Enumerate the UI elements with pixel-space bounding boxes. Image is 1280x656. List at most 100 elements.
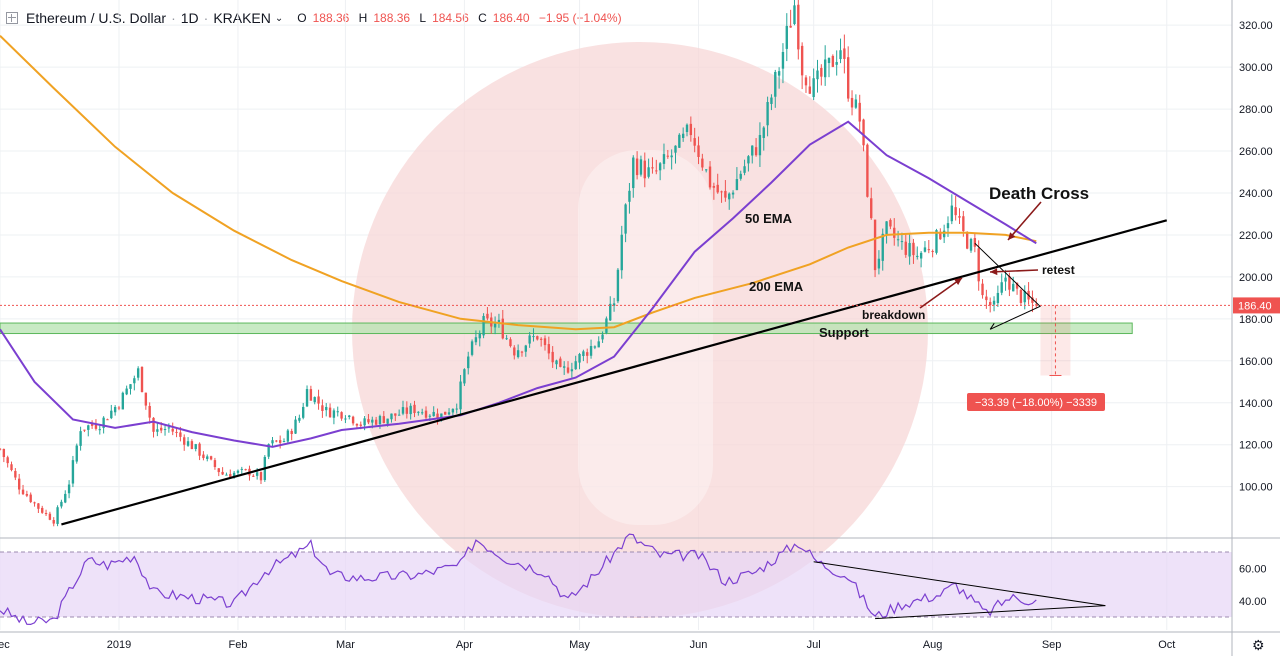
candle xyxy=(777,71,781,76)
candle xyxy=(981,283,984,296)
candle xyxy=(854,99,858,108)
close-value: 186.40 xyxy=(492,11,530,25)
candle xyxy=(1004,277,1007,282)
candle xyxy=(98,429,101,431)
candle xyxy=(754,147,758,156)
candle xyxy=(551,351,554,363)
candle xyxy=(1000,282,1003,293)
candle xyxy=(624,204,627,234)
candle xyxy=(459,381,462,410)
candle xyxy=(229,474,232,477)
candle xyxy=(371,419,374,423)
candle xyxy=(950,205,954,222)
candle xyxy=(908,243,911,257)
candle xyxy=(708,166,712,188)
candle xyxy=(302,406,305,418)
candle xyxy=(839,50,842,60)
x-tick-label: Dec xyxy=(0,639,10,651)
candle xyxy=(628,190,631,202)
candle xyxy=(969,238,973,251)
candle xyxy=(566,367,570,373)
ema50-line xyxy=(0,120,1037,448)
candle xyxy=(152,417,155,432)
ema50-label: 50 EMA xyxy=(745,211,793,226)
candle xyxy=(632,157,635,189)
candle xyxy=(463,369,466,384)
candle xyxy=(751,145,754,156)
candle xyxy=(923,247,927,252)
high-value: 188.36 xyxy=(373,11,411,25)
candle xyxy=(340,412,343,419)
candle xyxy=(593,346,597,348)
candle xyxy=(536,336,539,340)
candle xyxy=(482,315,485,336)
candle xyxy=(286,430,290,442)
candle xyxy=(90,424,94,426)
candle xyxy=(309,389,313,401)
candle xyxy=(762,127,765,138)
candle xyxy=(232,472,236,478)
candle xyxy=(516,350,520,358)
candle xyxy=(367,419,370,423)
candle xyxy=(405,407,409,414)
change-value: −1.95 (−1.04%) xyxy=(538,11,622,25)
candle xyxy=(156,429,159,432)
candle xyxy=(789,25,792,28)
ema200-label: 200 EMA xyxy=(749,279,804,294)
symbol-name[interactable]: Ethereum / U.S. Dollar xyxy=(26,10,167,26)
candle xyxy=(743,166,746,173)
triangle-pattern xyxy=(974,242,1041,330)
candle xyxy=(252,475,255,477)
interval[interactable]: 1D xyxy=(180,10,199,26)
candle xyxy=(509,339,512,347)
candle xyxy=(87,425,90,430)
candle xyxy=(417,411,420,413)
death-cross-arrow xyxy=(1007,201,1042,241)
candle xyxy=(79,431,82,446)
candle xyxy=(962,216,965,232)
candle xyxy=(820,67,823,77)
low-value: 184.56 xyxy=(432,11,469,25)
candle xyxy=(447,412,451,415)
candle xyxy=(747,156,750,164)
candle xyxy=(397,414,401,416)
candle xyxy=(989,301,992,306)
candle xyxy=(48,513,52,520)
candle xyxy=(413,404,416,414)
candle xyxy=(543,338,547,346)
chevron-down-icon[interactable]: ⌄ xyxy=(274,12,284,24)
candle xyxy=(881,233,884,261)
y-tick-label: 120.00 xyxy=(1239,440,1273,452)
candle xyxy=(355,423,359,426)
candle xyxy=(71,460,75,484)
add-symbol-icon[interactable] xyxy=(6,12,18,24)
candle xyxy=(328,407,332,418)
death-cross-label: Death Cross xyxy=(989,184,1089,203)
candle xyxy=(570,369,574,372)
candle xyxy=(935,230,938,253)
candle xyxy=(739,173,742,179)
settings-gear-icon[interactable]: ⚙ xyxy=(1252,637,1265,653)
candle xyxy=(244,469,247,471)
candle xyxy=(14,470,17,478)
ohlc-readout: O 188.36 H 188.36 L 184.56 C 186.40 −1.95 (−… xyxy=(297,11,622,25)
x-tick-label: Mar xyxy=(336,639,355,651)
rsi-trendline xyxy=(875,605,1106,620)
candle xyxy=(942,230,946,238)
candle xyxy=(816,70,819,80)
candle xyxy=(643,160,646,179)
last-price-tag xyxy=(1233,297,1280,314)
trendline xyxy=(61,219,1168,526)
measure-label-bg xyxy=(967,393,1105,411)
candle xyxy=(539,338,543,340)
death-cross-arrow xyxy=(1008,232,1016,240)
candle xyxy=(202,454,205,459)
candle xyxy=(125,388,128,395)
candle xyxy=(785,25,788,49)
candle xyxy=(870,198,873,219)
candle xyxy=(528,335,531,344)
candle xyxy=(1031,297,1034,303)
candle xyxy=(605,318,608,333)
retest-arrow xyxy=(990,268,998,276)
